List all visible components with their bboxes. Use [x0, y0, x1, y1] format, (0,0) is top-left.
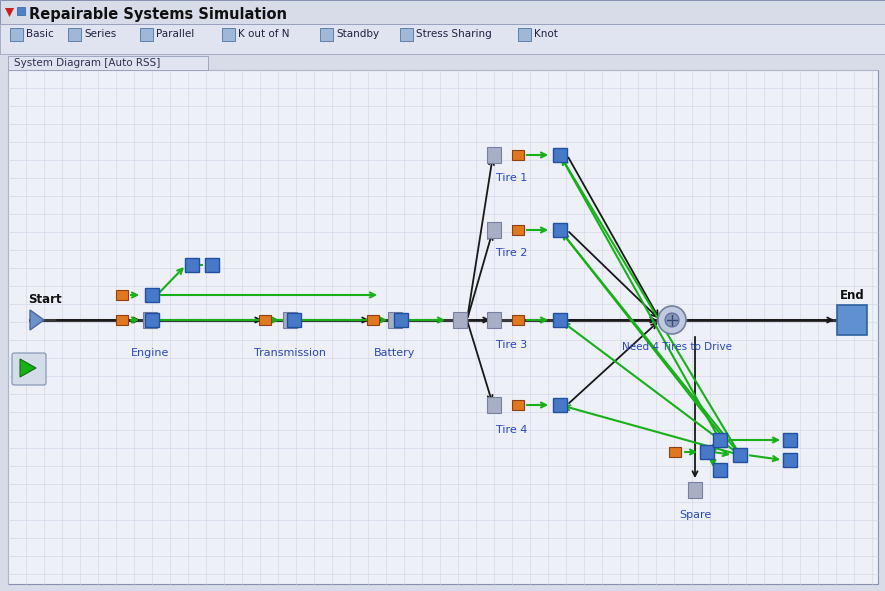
FancyBboxPatch shape — [10, 28, 22, 41]
Text: K out of N: K out of N — [238, 29, 289, 39]
Text: Battery: Battery — [374, 348, 416, 358]
FancyBboxPatch shape — [733, 448, 747, 462]
FancyBboxPatch shape — [553, 398, 567, 412]
Text: Tire 3: Tire 3 — [496, 340, 527, 350]
FancyBboxPatch shape — [518, 28, 530, 41]
FancyBboxPatch shape — [783, 433, 797, 447]
Text: Start: Start — [28, 293, 62, 306]
FancyBboxPatch shape — [0, 0, 885, 24]
Circle shape — [665, 313, 679, 327]
FancyBboxPatch shape — [145, 313, 159, 327]
FancyBboxPatch shape — [8, 70, 878, 584]
FancyBboxPatch shape — [837, 305, 867, 335]
Circle shape — [658, 306, 686, 334]
Text: Engine: Engine — [131, 348, 169, 358]
FancyBboxPatch shape — [205, 258, 219, 272]
FancyBboxPatch shape — [67, 28, 81, 41]
Text: Need 4 Tires to Drive: Need 4 Tires to Drive — [622, 342, 732, 352]
FancyBboxPatch shape — [394, 313, 408, 327]
FancyBboxPatch shape — [553, 148, 567, 162]
FancyBboxPatch shape — [487, 397, 501, 413]
Polygon shape — [30, 310, 44, 330]
FancyBboxPatch shape — [12, 353, 46, 385]
FancyBboxPatch shape — [713, 463, 727, 477]
FancyBboxPatch shape — [783, 453, 797, 467]
FancyBboxPatch shape — [143, 312, 157, 328]
FancyBboxPatch shape — [487, 312, 501, 328]
Polygon shape — [5, 8, 14, 17]
FancyBboxPatch shape — [221, 28, 235, 41]
FancyBboxPatch shape — [512, 400, 524, 410]
FancyBboxPatch shape — [399, 28, 412, 41]
FancyBboxPatch shape — [487, 147, 501, 163]
FancyBboxPatch shape — [116, 314, 127, 325]
Text: Tire 4: Tire 4 — [496, 425, 527, 435]
FancyBboxPatch shape — [259, 314, 271, 325]
FancyBboxPatch shape — [487, 222, 501, 238]
FancyBboxPatch shape — [512, 314, 524, 325]
FancyBboxPatch shape — [553, 313, 567, 327]
FancyBboxPatch shape — [319, 28, 333, 41]
Text: Series: Series — [84, 29, 116, 39]
Text: Standby: Standby — [336, 29, 379, 39]
FancyBboxPatch shape — [145, 288, 159, 302]
FancyBboxPatch shape — [116, 290, 127, 300]
FancyBboxPatch shape — [700, 445, 714, 459]
FancyBboxPatch shape — [388, 312, 402, 328]
Text: End: End — [840, 289, 865, 302]
Text: Transmission: Transmission — [254, 348, 326, 358]
FancyBboxPatch shape — [688, 482, 702, 498]
FancyBboxPatch shape — [713, 433, 727, 447]
FancyBboxPatch shape — [287, 313, 301, 327]
FancyBboxPatch shape — [453, 312, 467, 328]
Text: Basic: Basic — [26, 29, 54, 39]
FancyBboxPatch shape — [17, 7, 25, 15]
Text: Stress Sharing: Stress Sharing — [416, 29, 492, 39]
FancyBboxPatch shape — [185, 258, 199, 272]
Text: Repairable Systems Simulation: Repairable Systems Simulation — [29, 8, 287, 22]
FancyBboxPatch shape — [140, 28, 152, 41]
FancyBboxPatch shape — [553, 223, 567, 237]
FancyBboxPatch shape — [283, 312, 297, 328]
Text: System Diagram [Auto RSS]: System Diagram [Auto RSS] — [14, 58, 160, 68]
Text: Tire 2: Tire 2 — [496, 248, 527, 258]
Text: Tire 1: Tire 1 — [496, 173, 527, 183]
FancyBboxPatch shape — [367, 314, 379, 325]
Text: Parallel: Parallel — [156, 29, 194, 39]
Polygon shape — [20, 359, 36, 377]
Text: Knot: Knot — [534, 29, 558, 39]
FancyBboxPatch shape — [512, 150, 524, 160]
Text: Spare: Spare — [679, 510, 712, 520]
FancyBboxPatch shape — [512, 225, 524, 235]
FancyBboxPatch shape — [0, 24, 885, 54]
FancyBboxPatch shape — [669, 447, 681, 457]
FancyBboxPatch shape — [8, 56, 208, 70]
